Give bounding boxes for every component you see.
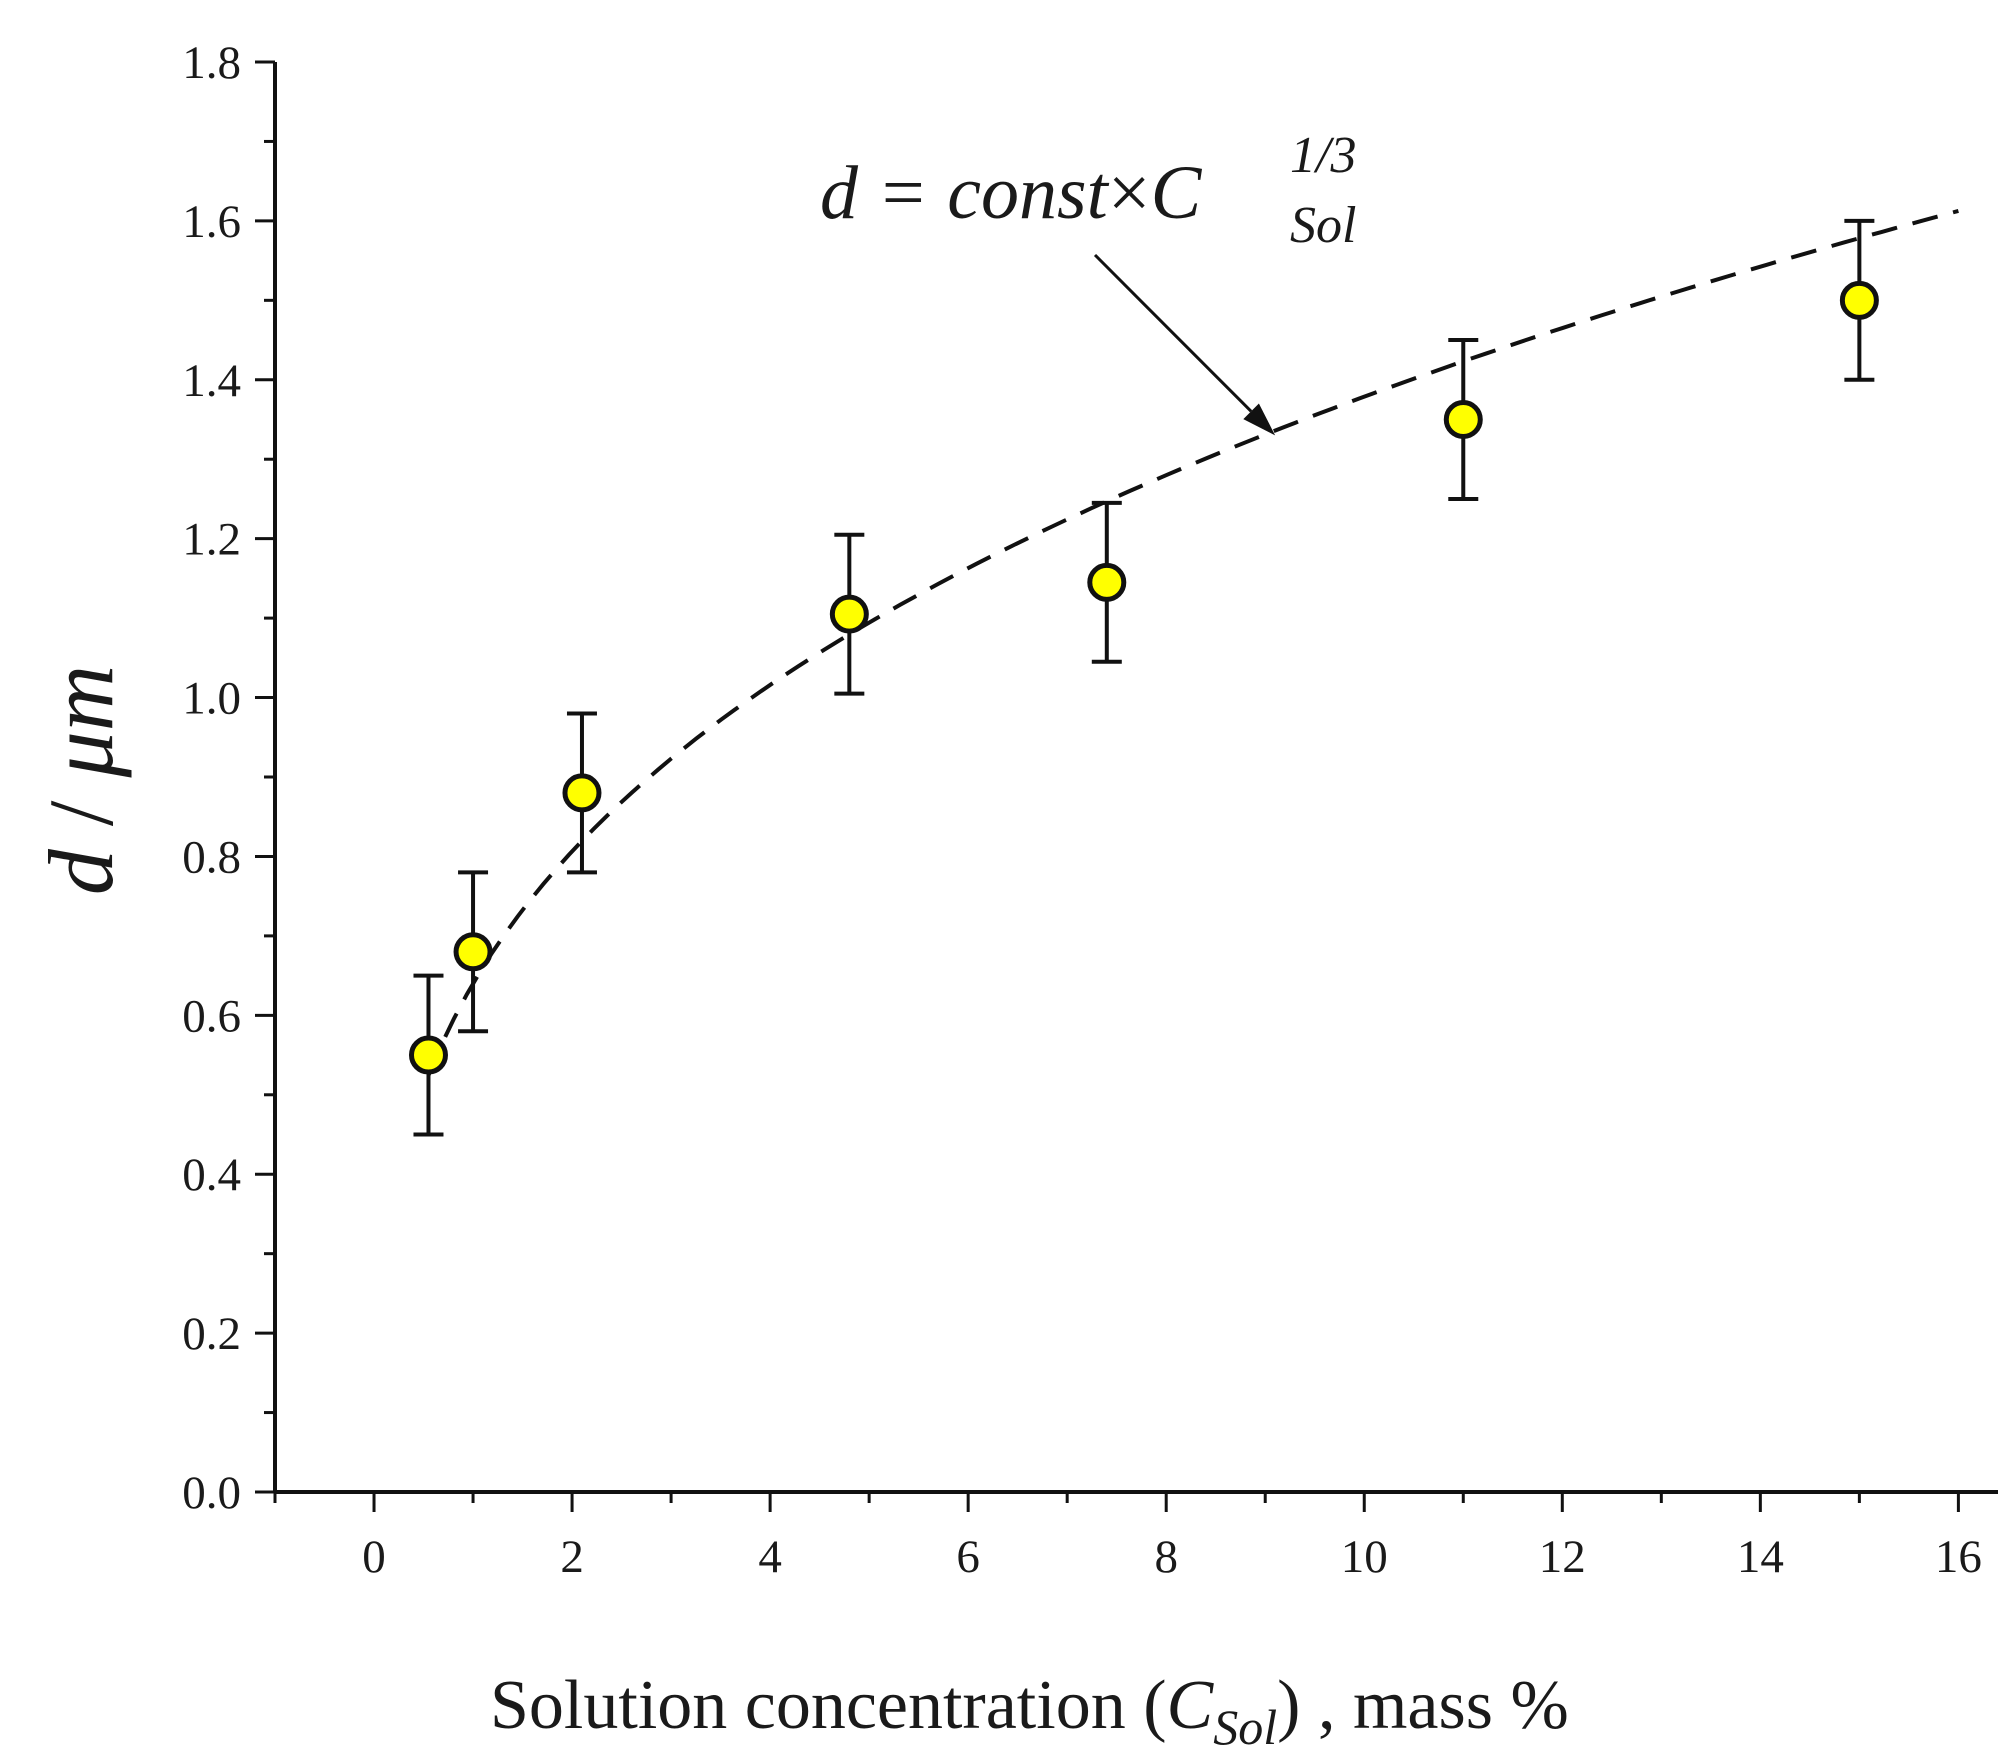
annotation-superscript: 1/3 [1290,127,1356,184]
axes [273,62,1998,1494]
annotation-arrowhead [1243,403,1276,436]
data-point [1839,280,1879,320]
y-tick-label: 1.6 [182,196,241,248]
error-bars [413,218,1875,1137]
data-point [1087,562,1127,602]
y-tick-label: 1.4 [182,355,241,407]
annotation-lhs: d = const×C [820,151,1203,235]
y-tick-label: 1.8 [182,37,241,89]
y-tick-label: 1.0 [182,673,241,725]
x-tick-label: 8 [1154,1531,1178,1583]
fit-curve [426,208,1959,1077]
x-tick-label: 0 [362,1531,386,1583]
annotation-arrow [1093,253,1253,413]
x-tick-label: 4 [758,1531,782,1583]
data-point [562,773,602,813]
y-tick-label: 0.4 [182,1149,241,1201]
x-tick-label: 16 [1935,1531,1982,1583]
y-tick-label: 0.8 [182,831,241,883]
x-axis-ticks: 0 2 4 6 8 10 12 14 16 [273,1492,1982,1583]
y-axis-ticks: 0.0 0.2 0.4 0.6 0.8 1.0 1.2 1.4 1.6 1.8 [182,37,275,1519]
y-tick-label: 0.6 [182,990,241,1042]
fit-annotation: d = const×C 1/3 Sol [820,127,1356,436]
y-tick-label: 0.0 [182,1467,241,1519]
data-point [1443,400,1483,439]
data-point [829,594,869,634]
data-point [453,932,493,972]
y-tick-label: 0.2 [182,1308,241,1360]
x-tick-label: 10 [1341,1531,1388,1583]
x-tick-label: 6 [956,1531,980,1583]
y-tick-label: 1.2 [182,514,241,566]
y-axis-title: d / μm [30,665,132,895]
x-tick-label: 14 [1737,1531,1784,1583]
annotation-subscript: Sol [1290,197,1356,254]
fit-curve-layer [426,208,1959,1077]
data-points [408,280,1879,1075]
data-point [408,1035,448,1075]
x-axis-title: Solution concentration (CSol) , mass % [490,1667,1569,1752]
x-tick-label: 2 [560,1531,584,1583]
x-tick-label: 12 [1539,1531,1586,1583]
